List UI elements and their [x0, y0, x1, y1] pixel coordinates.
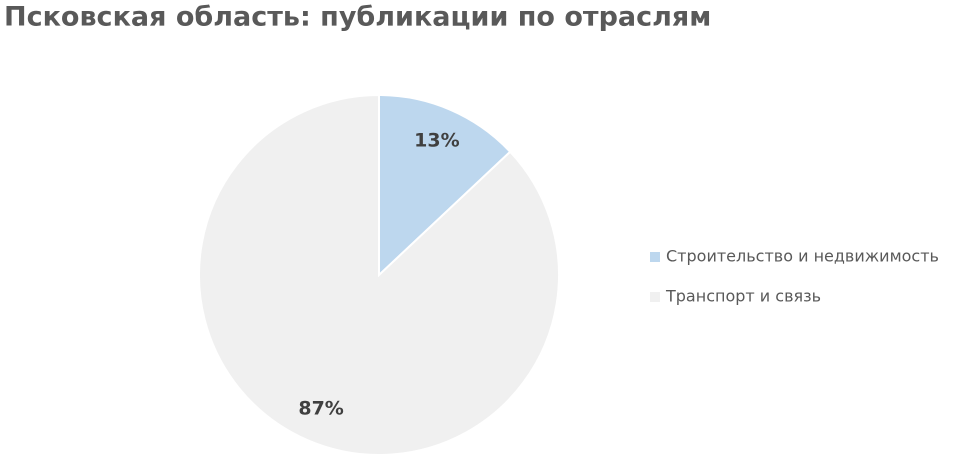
data-label: 87% — [298, 397, 343, 419]
legend-marker — [650, 252, 660, 262]
data-label: 13% — [414, 130, 459, 152]
pie-slice — [378, 93, 512, 278]
legend-label: Транспорт и связь — [665, 287, 821, 306]
chart-title: Псковская область: публикации по отрасля… — [4, 2, 711, 33]
pie-slice — [198, 93, 560, 456]
legend-label: Строительство и недвижимость — [666, 247, 939, 266]
legend-marker — [650, 292, 660, 302]
